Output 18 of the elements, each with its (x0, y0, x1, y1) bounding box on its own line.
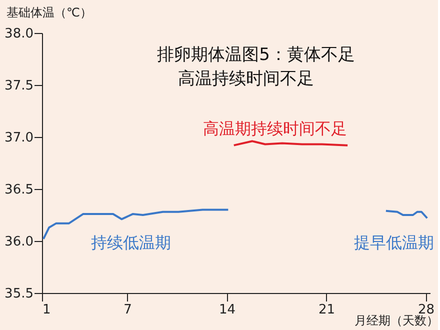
y-tick-label: 36.5 (4, 182, 34, 198)
annotation: 高温期持续时间不足 (202, 119, 347, 138)
annotation: 提早低温期 (354, 233, 434, 252)
x-tick-label: 21 (318, 302, 336, 318)
annotation: 持续低温期 (91, 233, 172, 252)
y-tick-label: 37.5 (4, 78, 34, 94)
annotation: 高温持续时间不足 (178, 69, 314, 89)
y-tick-label: 35.5 (4, 286, 34, 302)
y-tick-label: 38.0 (4, 26, 34, 42)
y-tick-label: 36.0 (4, 234, 34, 250)
annotation: 排卵期体温图5：黄体不足 (157, 45, 355, 65)
x-tick-label: 1 (42, 302, 51, 318)
x-tick-label: 14 (218, 302, 236, 318)
y-axis-title: 基础体温（℃） (6, 6, 92, 20)
y-tick-label: 37.0 (4, 130, 34, 146)
x-tick-label: 7 (124, 302, 132, 318)
x-axis-title: 月经期（天数） (354, 314, 438, 328)
line-series (384, 210, 428, 220)
